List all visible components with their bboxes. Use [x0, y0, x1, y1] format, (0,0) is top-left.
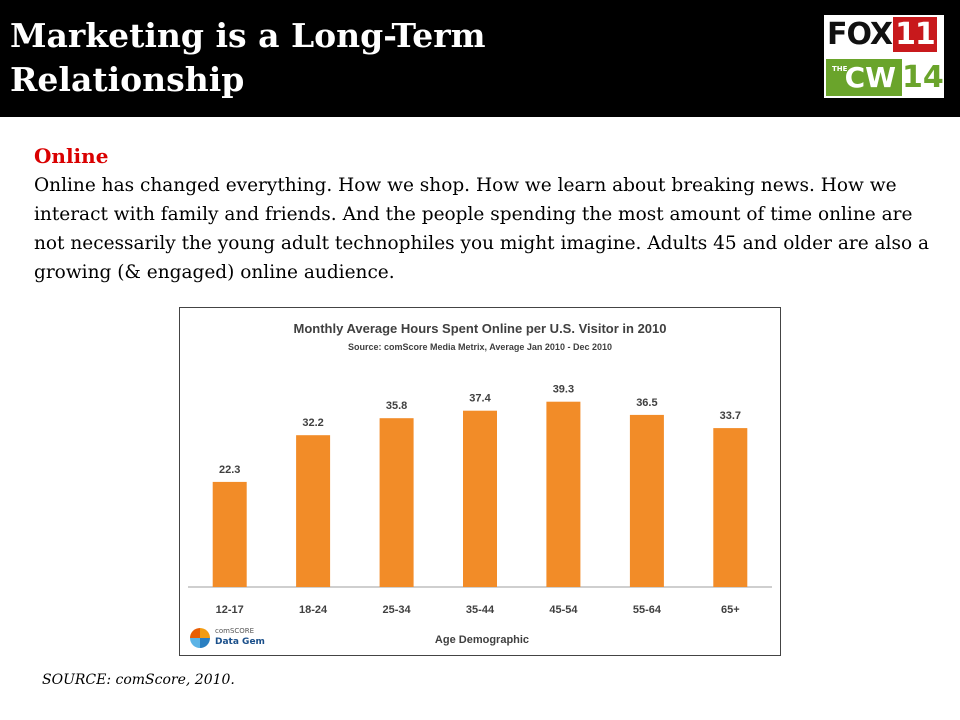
x-tick-label-55-64: 55-64 — [633, 604, 662, 616]
bar-35-44 — [463, 410, 497, 587]
data-label-55-64: 36.5 — [636, 397, 657, 409]
cw-logo-number: 14 — [902, 60, 944, 95]
chart-svg: Monthly Average Hours Spent Online per U… — [188, 321, 772, 646]
x-tick-label-25-34: 25-34 — [383, 604, 412, 616]
comscore-logo-line1: comSCORE — [215, 627, 255, 635]
comscore-logo-line2: Data Gem — [215, 637, 265, 647]
cw14-logo: CW THE 14 — [826, 59, 944, 96]
data-label-35-44: 37.4 — [469, 393, 491, 405]
x-tick-label-35-44: 35-44 — [466, 604, 495, 616]
data-label-12-17: 22.3 — [219, 464, 240, 476]
cw-logo-text: CW — [826, 59, 902, 96]
fox-logo-number: 11 — [893, 17, 937, 52]
body-paragraph: Online has changed everything. How we sh… — [34, 175, 930, 283]
cw-logo-prefix: THE — [832, 65, 848, 73]
bar-45-54 — [546, 401, 581, 587]
comscore-mark-icon — [190, 628, 210, 648]
header-bar: Marketing is a Long-Term Relationship FO… — [0, 0, 960, 117]
data-label-25-34: 35.8 — [386, 400, 407, 412]
x-tick-label-18-24: 18-24 — [299, 604, 328, 616]
comscore-logo: comSCORE Data Gem — [190, 624, 270, 652]
x-tick-label-45-54: 45-54 — [549, 604, 578, 616]
data-label-65+: 33.7 — [720, 410, 741, 422]
slide-title: Marketing is a Long-Term Relationship — [10, 16, 486, 99]
bar-65+ — [713, 428, 748, 587]
bar-55-64 — [629, 414, 664, 587]
section-heading: Online — [34, 144, 109, 168]
source-note: SOURCE: comScore, 2010. — [42, 672, 235, 688]
data-label-45-54: 39.3 — [553, 384, 574, 396]
bar-18-24 — [296, 435, 331, 587]
bars-group: 22.3 12-17 32.2 18-24 35.8 25-34 37.4 35-44 39.3… — [212, 384, 748, 616]
x-tick-label-65+: 65+ — [721, 604, 740, 616]
fox11-logo: FOX 11 — [827, 17, 937, 53]
chart-title: Monthly Average Hours Spent Online per U… — [294, 321, 667, 336]
data-label-18-24: 32.2 — [302, 417, 323, 429]
station-logo: FOX 11 CW THE 14 — [824, 15, 944, 98]
x-axis-title: Age Demographic — [435, 634, 529, 646]
chart-subtitle: Source: comScore Media Metrix, Average J… — [348, 342, 612, 352]
x-tick-label-12-17: 12-17 — [216, 604, 244, 616]
fox-logo-text: FOX — [827, 17, 893, 52]
bar-25-34 — [379, 418, 414, 587]
bar-chart: Monthly Average Hours Spent Online per U… — [179, 307, 781, 656]
bar-12-17 — [212, 481, 247, 587]
